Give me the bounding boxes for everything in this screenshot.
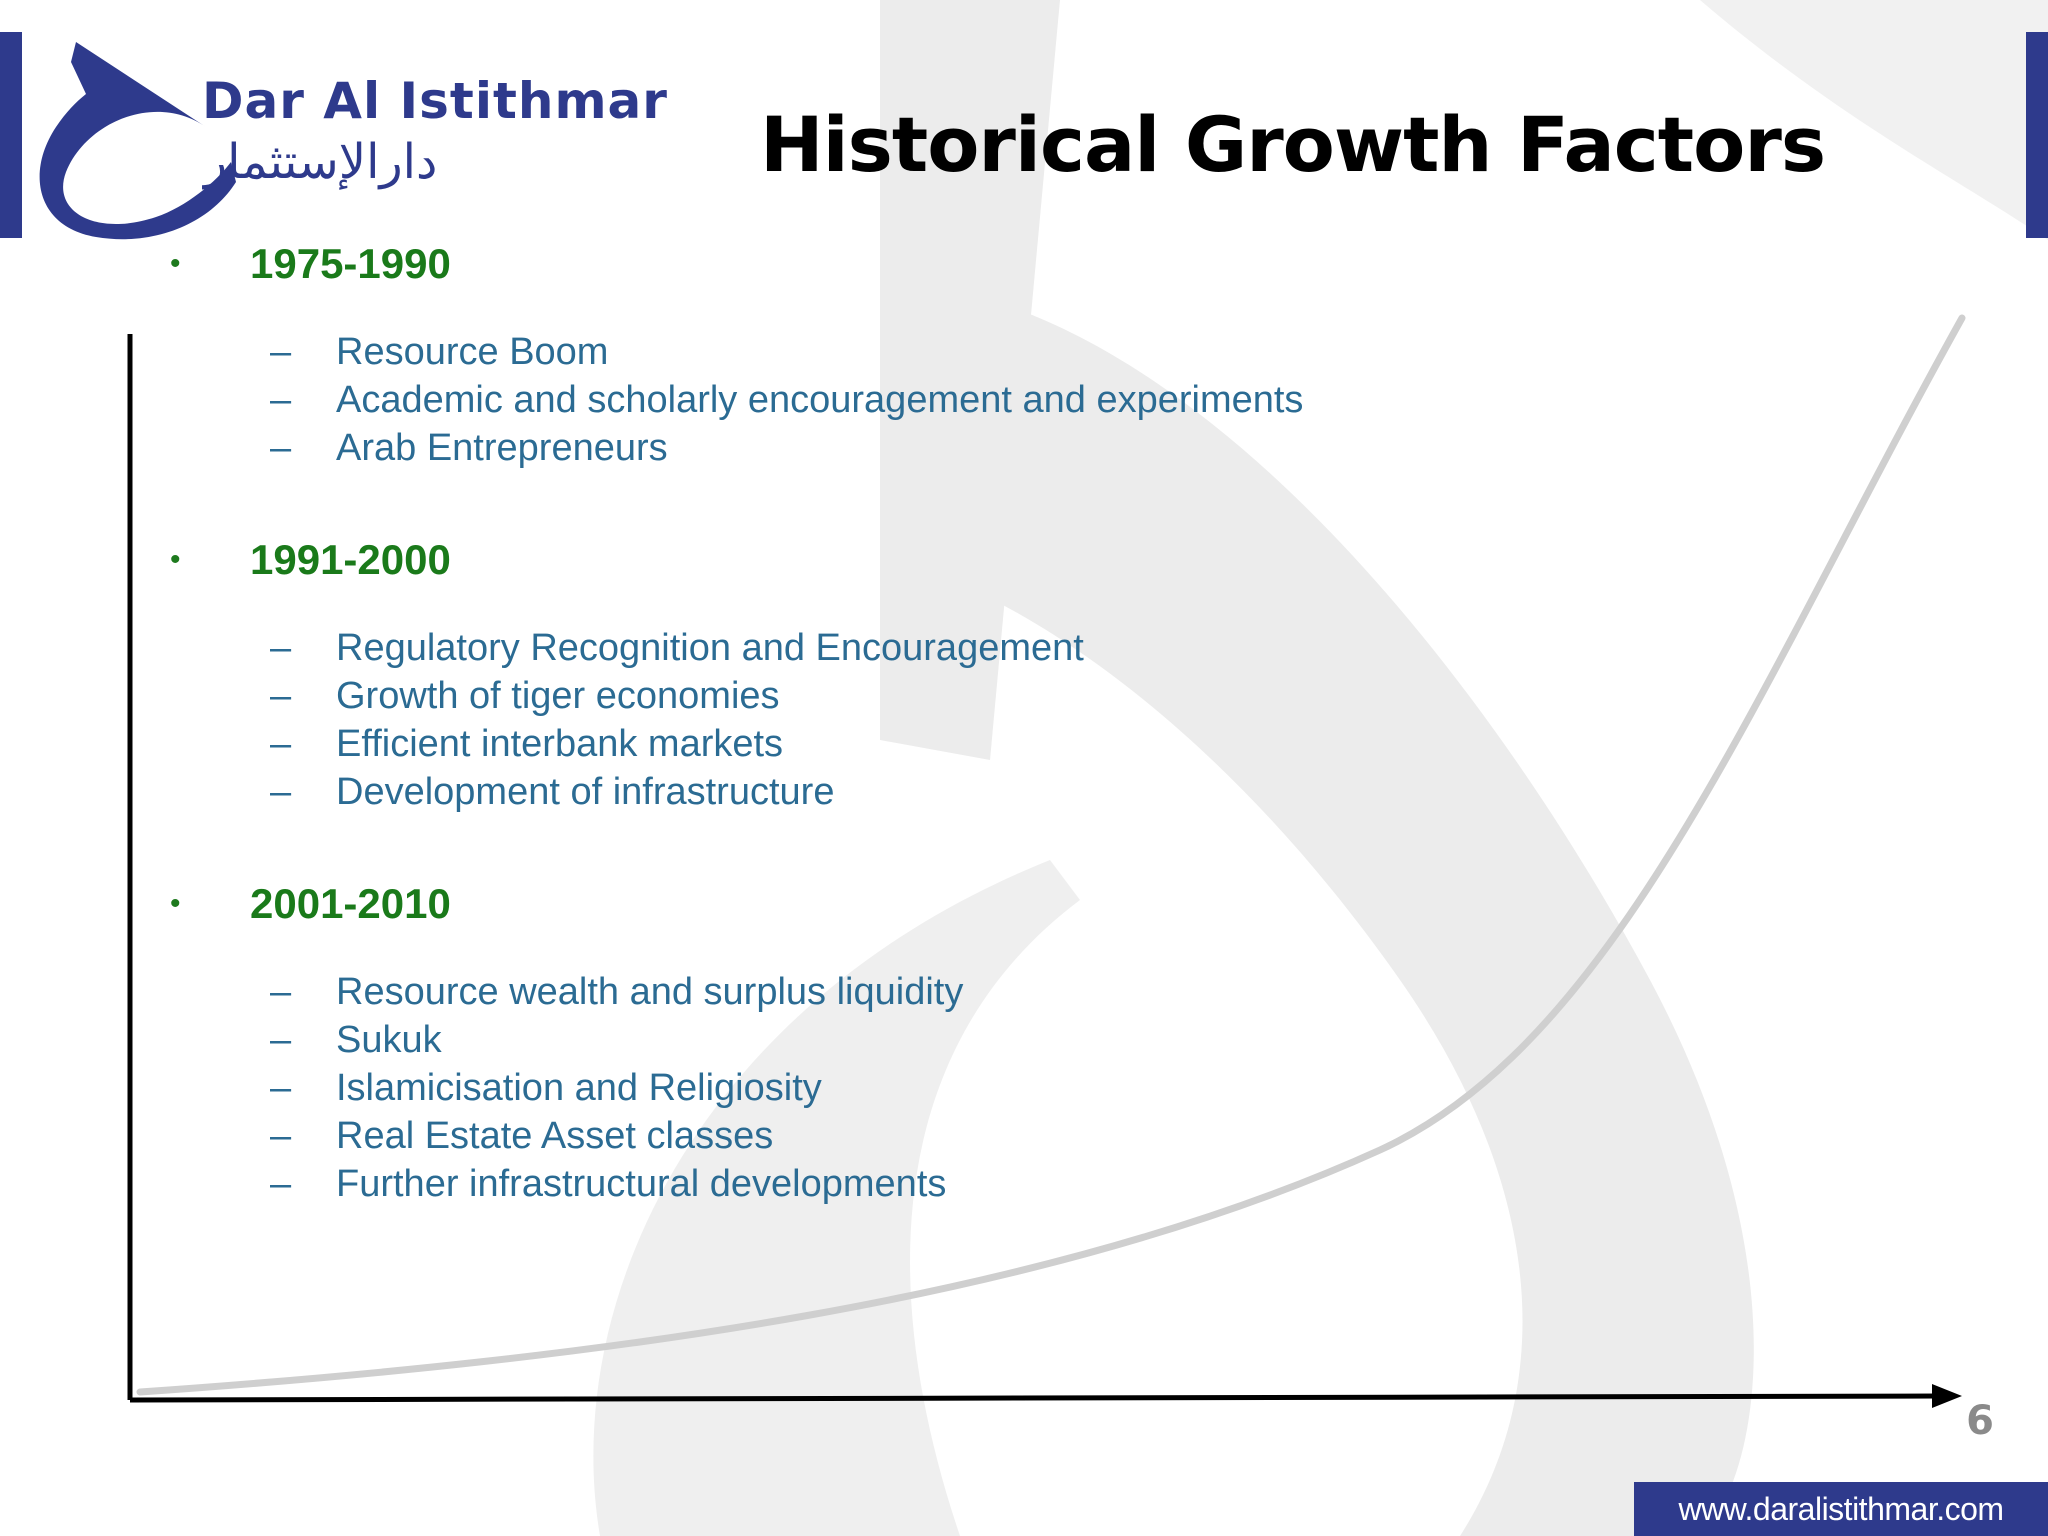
dash-icon: – — [270, 970, 292, 1013]
list-item: – Real Estate Asset classes — [270, 1114, 774, 1157]
bullet-icon: • — [170, 247, 181, 280]
dash-icon: – — [270, 770, 292, 813]
list-item: – Islamicisation and Religiosity — [270, 1066, 822, 1109]
dash-icon: – — [270, 722, 292, 765]
period-1991-2000: • 1991-2000 – Regulatory Recognition and … — [170, 528, 1670, 816]
period-label: 1975-1990 — [250, 240, 451, 287]
logo-name-arabic: دارالإستثمار — [204, 134, 438, 190]
list-item: – Resource Boom — [270, 330, 609, 373]
dash-icon: – — [270, 1066, 292, 1109]
period-1975-1990: • 1975-1990 – Resource Boom – Academic and… — [170, 232, 1670, 472]
factor-list: – Resource wealth and surplus liquidity –… — [170, 968, 1670, 1208]
company-logo — [39, 42, 236, 240]
period-2001-2010: • 2001-2010 – Resource wealth and surplus… — [170, 872, 1670, 1208]
page-number: 6 — [1966, 1398, 1994, 1444]
factor-list: – Regulatory Recognition and Encouragemen… — [170, 624, 1670, 816]
list-item: – Sukuk — [270, 1018, 442, 1061]
dash-icon: – — [270, 1162, 292, 1205]
dash-icon: – — [270, 426, 292, 469]
dash-icon: – — [270, 378, 292, 421]
left-accent-bar — [0, 32, 22, 238]
list-item: – Further infrastructural developments — [270, 1162, 947, 1205]
dash-icon: – — [270, 626, 292, 669]
list-item: – Resource wealth and surplus liquidity — [270, 970, 964, 1013]
list-item: – Arab Entrepreneurs — [270, 426, 668, 469]
list-item: – Efficient interbank markets — [270, 722, 784, 765]
bullet-icon: • — [170, 887, 181, 920]
right-accent-bar — [2026, 32, 2048, 238]
dash-icon: – — [270, 1018, 292, 1061]
growth-factors-list: • 1975-1990 – Resource Boom – Academic and… — [170, 232, 1670, 1208]
list-item: – Regulatory Recognition and Encouragemen… — [270, 626, 1084, 669]
dash-icon: – — [270, 674, 292, 717]
slide-title: Historical Growth Factors — [760, 100, 1826, 189]
period-label: 2001-2010 — [250, 880, 451, 927]
list-item: – Academic and scholarly encouragement an… — [270, 378, 1304, 421]
list-item: – Development of infrastructure — [270, 770, 835, 813]
dash-icon: – — [270, 330, 292, 373]
period-label: 1991-2000 — [250, 536, 451, 583]
dash-icon: – — [270, 1114, 292, 1157]
factor-list: – Resource Boom – Academic and scholarly e… — [170, 328, 1670, 472]
footer-url[interactable]: www.daralistithmar.com — [1634, 1482, 2048, 1536]
logo-name-english: Dar Al Istithmar — [202, 72, 668, 130]
list-item: – Growth of tiger economies — [270, 674, 780, 717]
bullet-icon: • — [170, 543, 181, 576]
